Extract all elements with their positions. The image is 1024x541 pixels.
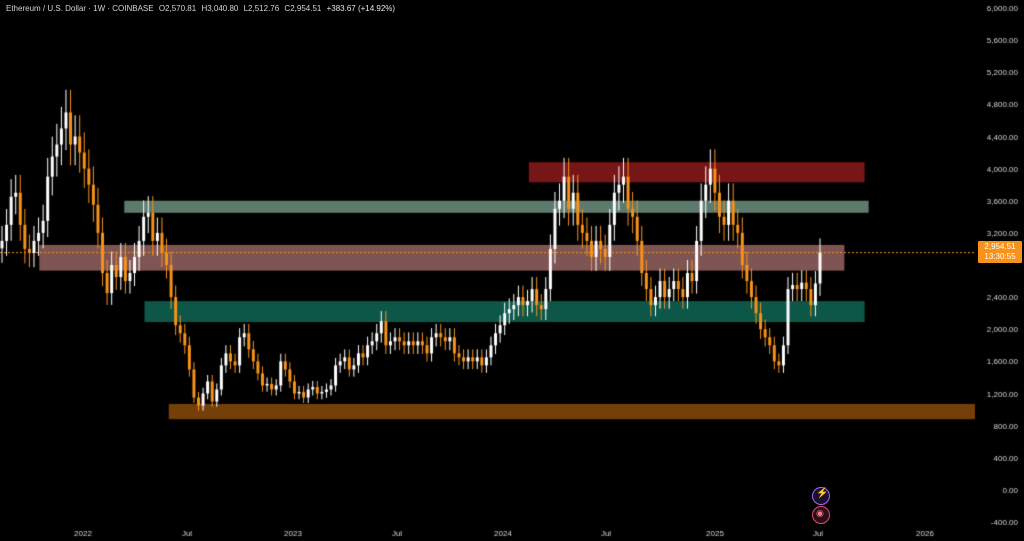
high-value: H3,040.80: [201, 4, 239, 13]
chart-header: Ethereum / U.S. Dollar · 1W · COINBASE O…: [6, 4, 398, 13]
last-price: 2,954.51: [984, 242, 1016, 251]
symbol-title: Ethereum / U.S. Dollar · 1W · COINBASE: [6, 4, 154, 13]
bar-countdown: 13:30:55: [984, 252, 1016, 261]
low-value: L2,512.76: [243, 4, 280, 13]
lightning-icon[interactable]: [812, 487, 830, 505]
change-value: +383.67 (+14.92%): [326, 4, 396, 13]
last-price-label: 2,954.51 13:30:55: [978, 241, 1022, 263]
open-value: O2,570.81: [158, 4, 197, 13]
close-value: C2,954.51: [284, 4, 322, 13]
flag-icon[interactable]: [812, 506, 830, 524]
